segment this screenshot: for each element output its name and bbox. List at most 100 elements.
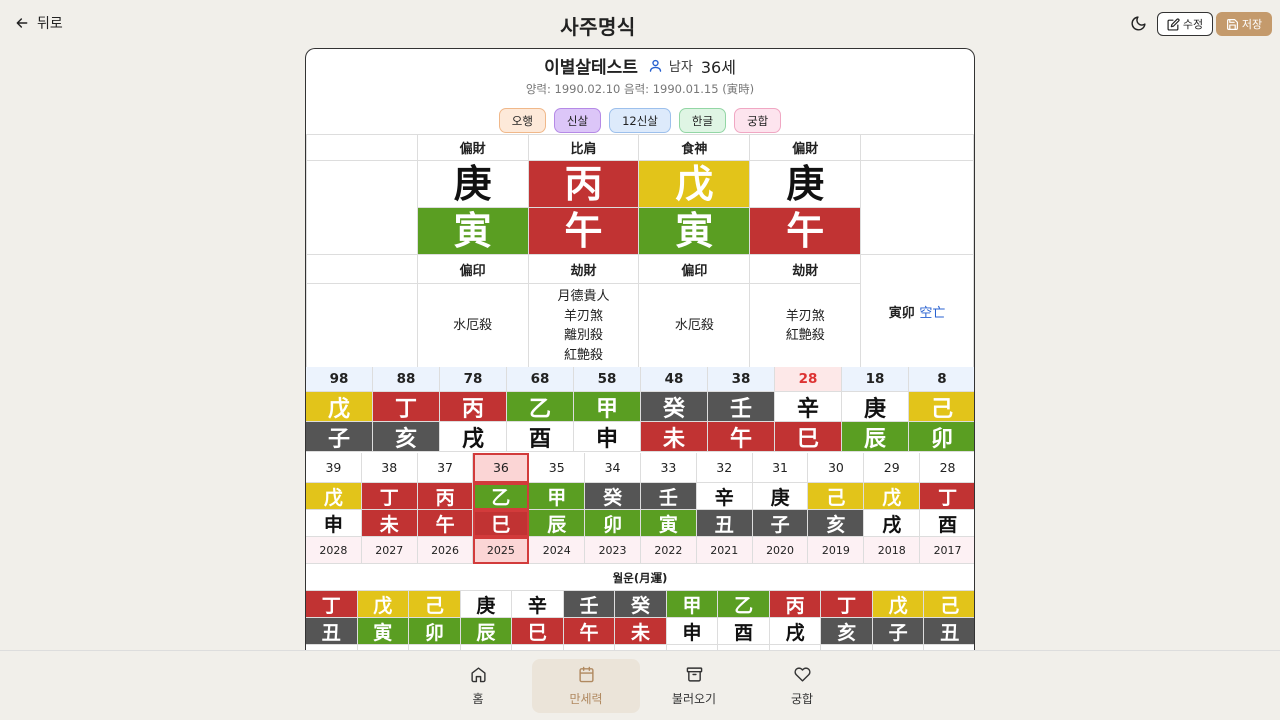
daeun-branch[interactable]: 亥 (373, 422, 440, 452)
yeonun-age[interactable]: 39 (306, 453, 362, 483)
yeonun-age[interactable]: 34 (585, 453, 641, 483)
wolun-branch[interactable]: 未 (615, 618, 667, 645)
yeonun-age[interactable]: 32 (696, 453, 753, 483)
wolun-branch[interactable]: 酉 (718, 618, 770, 645)
daeun-stem[interactable]: 甲 (574, 392, 641, 422)
yeonun-branch[interactable]: 申 (306, 510, 362, 537)
yeonun-branch[interactable]: 酉 (920, 510, 974, 537)
daeun-branch[interactable]: 戌 (440, 422, 507, 452)
wolun-branch[interactable]: 申 (666, 618, 719, 645)
daeun-stem[interactable]: 乙 (507, 392, 574, 422)
yeonun-year[interactable]: 2017 (920, 537, 974, 564)
yeonun-stem[interactable]: 丁 (920, 483, 974, 510)
wolun-stem[interactable]: 辛 (512, 591, 564, 618)
nav-item-만세력[interactable]: 만세력 (532, 659, 640, 713)
save-button[interactable]: 저장 (1216, 12, 1272, 36)
wolun-stem[interactable]: 甲 (666, 591, 719, 618)
wolun-stem[interactable]: 丙 (769, 591, 822, 618)
yeonun-stem[interactable]: 戊 (864, 483, 921, 510)
yeonun-stem[interactable]: 辛 (696, 483, 753, 510)
yeonun-stem[interactable]: 壬 (640, 483, 697, 510)
yeonun-stem[interactable]: 乙 (473, 483, 530, 510)
yeonun-branch[interactable]: 丑 (696, 510, 753, 537)
daeun-stem[interactable]: 壬 (708, 392, 775, 422)
wolun-branch[interactable]: 戌 (769, 618, 822, 645)
yeonun-stem[interactable]: 甲 (529, 483, 586, 510)
yeonun-branch[interactable]: 卯 (585, 510, 641, 537)
yeonun-year[interactable]: 2018 (864, 537, 921, 564)
wolun-stem[interactable]: 戊 (357, 591, 410, 618)
yeonun-age[interactable]: 35 (529, 453, 586, 483)
wolun-stem[interactable]: 丁 (821, 591, 873, 618)
yeonun-year[interactable]: 2028 (306, 537, 362, 564)
wolun-branch[interactable]: 丑 (306, 618, 358, 645)
daeun-age[interactable]: 58 (574, 367, 641, 392)
tab-12신살[interactable]: 12신살 (609, 108, 671, 133)
daeun-branch[interactable]: 酉 (507, 422, 574, 452)
yeonun-age[interactable]: 33 (640, 453, 697, 483)
yeonun-stem[interactable]: 庚 (752, 483, 809, 510)
yeonun-branch[interactable]: 戌 (864, 510, 921, 537)
yeonun-age[interactable]: 30 (808, 453, 865, 483)
yeonun-branch[interactable]: 子 (752, 510, 809, 537)
yeonun-branch[interactable]: 巳 (473, 510, 530, 537)
yeonun-age[interactable]: 38 (361, 453, 418, 483)
wolun-stem[interactable]: 庚 (460, 591, 513, 618)
nav-item-홈[interactable]: 홈 (424, 659, 532, 713)
wolun-stem[interactable]: 戊 (872, 591, 925, 618)
wolun-stem[interactable]: 己 (409, 591, 461, 618)
daeun-stem[interactable]: 己 (909, 392, 974, 422)
daeun-branch[interactable]: 未 (641, 422, 708, 452)
nav-item-불러오기[interactable]: 불러오기 (640, 659, 748, 713)
wolun-branch[interactable]: 巳 (512, 618, 564, 645)
daeun-branch[interactable]: 申 (574, 422, 641, 452)
wolun-stem[interactable]: 乙 (718, 591, 770, 618)
wolun-branch[interactable]: 子 (872, 618, 925, 645)
daeun-branch[interactable]: 巳 (775, 422, 842, 452)
tab-한글[interactable]: 한글 (678, 108, 727, 133)
daeun-branch[interactable]: 午 (708, 422, 775, 452)
yeonun-year[interactable]: 2019 (808, 537, 865, 564)
daeun-age[interactable]: 38 (708, 367, 775, 392)
yeonun-year[interactable]: 2022 (640, 537, 697, 564)
daeun-branch[interactable]: 卯 (909, 422, 974, 452)
back-button[interactable]: 뒤로 (14, 13, 63, 33)
yeonun-year[interactable]: 2021 (696, 537, 753, 564)
yeonun-year[interactable]: 2027 (361, 537, 418, 564)
daeun-age[interactable]: 68 (507, 367, 574, 392)
yeonun-stem[interactable]: 癸 (585, 483, 641, 510)
yeonun-age[interactable]: 31 (752, 453, 809, 483)
wolun-branch[interactable]: 午 (563, 618, 616, 645)
daeun-stem[interactable]: 庚 (842, 392, 909, 422)
yeonun-stem[interactable]: 丙 (417, 483, 474, 510)
wolun-branch[interactable]: 丑 (924, 618, 974, 645)
daeun-branch[interactable]: 辰 (842, 422, 909, 452)
tab-신살[interactable]: 신살 (553, 108, 602, 133)
wolun-branch[interactable]: 卯 (409, 618, 461, 645)
yeonun-stem[interactable]: 戊 (306, 483, 362, 510)
wolun-branch[interactable]: 寅 (357, 618, 410, 645)
daeun-stem[interactable]: 丁 (373, 392, 440, 422)
daeun-age[interactable]: 28 (775, 367, 842, 392)
wolun-branch[interactable]: 亥 (821, 618, 873, 645)
daeun-stem[interactable]: 辛 (775, 392, 842, 422)
daeun-age[interactable]: 8 (909, 367, 974, 392)
yeonun-stem[interactable]: 己 (808, 483, 865, 510)
yeonun-branch[interactable]: 未 (361, 510, 418, 537)
yeonun-year[interactable]: 2023 (585, 537, 641, 564)
tab-궁합[interactable]: 궁합 (734, 108, 782, 133)
daeun-age[interactable]: 88 (373, 367, 440, 392)
yeonun-age[interactable]: 36 (473, 453, 530, 483)
yeonun-age[interactable]: 29 (864, 453, 921, 483)
wolun-branch[interactable]: 辰 (460, 618, 513, 645)
daeun-age[interactable]: 48 (641, 367, 708, 392)
daeun-stem[interactable]: 癸 (641, 392, 708, 422)
edit-button[interactable]: 수정 (1157, 12, 1213, 36)
yeonun-branch[interactable]: 午 (417, 510, 474, 537)
daeun-stem[interactable]: 戊 (306, 392, 373, 422)
tab-오행[interactable]: 오행 (498, 108, 546, 133)
yeonun-year[interactable]: 2025 (473, 537, 530, 564)
wolun-stem[interactable]: 己 (924, 591, 974, 618)
yeonun-year[interactable]: 2026 (417, 537, 474, 564)
yeonun-branch[interactable]: 辰 (529, 510, 586, 537)
